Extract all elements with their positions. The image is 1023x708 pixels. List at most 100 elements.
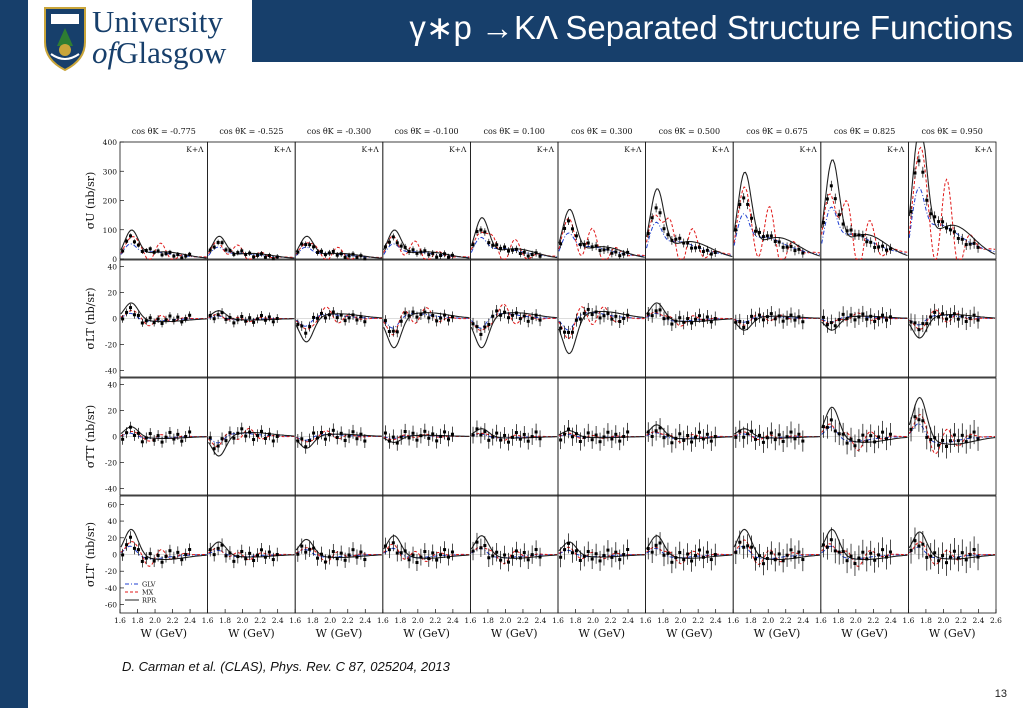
curve-rpr: [558, 310, 645, 355]
data-point: [140, 249, 144, 253]
y-tick-label: -60: [105, 601, 117, 610]
reaction-label: K+Λ: [975, 145, 993, 154]
x-tick-label: 1.6: [902, 616, 914, 625]
data-point: [312, 245, 316, 249]
data-point: [319, 249, 323, 253]
curve-rpr: [295, 538, 382, 559]
curve-mx: [383, 433, 470, 441]
curve-mx: [470, 303, 558, 332]
data-point: [777, 314, 781, 318]
data-point: [271, 257, 275, 261]
data-point: [359, 254, 363, 258]
data-point: [526, 558, 530, 562]
y-tick-label: 40: [107, 381, 117, 390]
data-point: [450, 550, 454, 554]
data-point: [514, 311, 518, 315]
data-point: [570, 551, 574, 555]
data-point: [559, 242, 563, 246]
data-point: [933, 551, 937, 555]
x-axis-label: W (GeV): [841, 627, 888, 640]
data-point: [411, 310, 415, 314]
data-point: [351, 548, 355, 552]
curve-glv: [646, 547, 733, 559]
data-point: [507, 440, 511, 444]
data-point: [522, 432, 526, 436]
data-point: [913, 321, 917, 325]
data-point: [450, 315, 454, 319]
data-point: [610, 437, 614, 441]
data-point: [559, 555, 563, 559]
data-point: [602, 553, 606, 557]
data-point: [690, 321, 694, 325]
row-y-label: σTT (nb/sr): [84, 405, 97, 468]
data-point: [945, 561, 949, 565]
data-point: [503, 310, 507, 314]
curve-glv: [470, 313, 558, 329]
data-point: [829, 538, 833, 542]
data-point: [956, 317, 960, 321]
data-point: [960, 551, 964, 555]
data-point: [180, 558, 184, 562]
data-point: [976, 437, 980, 441]
data-point: [172, 254, 176, 258]
x-tick-label: 1.8: [920, 616, 932, 625]
data-point: [602, 314, 606, 318]
data-point: [304, 331, 308, 335]
data-point: [450, 253, 454, 257]
y-tick-label: 20: [107, 407, 117, 416]
curve-rpr: [470, 217, 558, 259]
data-point: [514, 549, 518, 553]
data-point: [359, 432, 363, 436]
data-point: [168, 250, 172, 254]
data-point: [327, 313, 331, 317]
data-point: [945, 226, 949, 230]
data-point: [180, 320, 184, 324]
data-point: [259, 252, 263, 256]
data-point: [184, 553, 188, 557]
data-point: [152, 438, 156, 442]
data-point: [335, 316, 339, 320]
data-point: [582, 242, 586, 246]
data-point: [666, 233, 670, 237]
curve-rpr: [383, 434, 470, 443]
data-point: [407, 314, 411, 318]
curve-rpr: [821, 315, 908, 331]
plot-panel: [820, 141, 909, 260]
data-point: [713, 317, 717, 321]
data-point: [387, 240, 391, 244]
data-point: [793, 318, 797, 322]
data-point: [861, 234, 865, 238]
data-point: [530, 553, 534, 557]
curve-rpr: [908, 531, 996, 560]
data-point: [861, 312, 865, 316]
data-point: [475, 230, 479, 234]
data-point: [559, 326, 563, 330]
data-point: [248, 251, 252, 255]
data-point: [785, 316, 789, 320]
data-point: [881, 313, 885, 317]
data-point: [510, 248, 514, 252]
data-point: [351, 430, 355, 434]
data-point: [578, 243, 582, 247]
data-point: [312, 546, 316, 550]
data-point: [738, 429, 742, 433]
data-point: [769, 551, 773, 555]
data-point: [674, 436, 678, 440]
x-tick-label: 2.0: [850, 616, 862, 625]
data-point: [909, 320, 913, 324]
data-point: [343, 255, 347, 259]
data-point: [781, 439, 785, 443]
data-point: [184, 317, 188, 321]
curve-mx: [558, 546, 645, 560]
x-tick-label: 1.8: [745, 616, 757, 625]
data-point: [917, 544, 921, 548]
data-point: [355, 256, 359, 260]
data-point: [431, 251, 435, 255]
data-point: [495, 243, 499, 247]
column-header: cos θK = 0.500: [659, 127, 720, 136]
data-point: [614, 314, 618, 318]
x-tick-label: 2.0: [412, 616, 424, 625]
data-point: [968, 242, 972, 246]
data-point: [359, 550, 363, 554]
data-point: [423, 550, 427, 554]
